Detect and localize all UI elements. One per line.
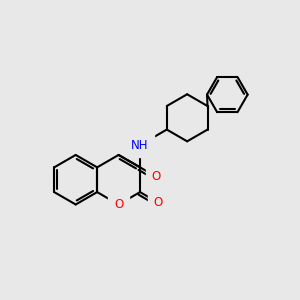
Text: NH: NH <box>131 139 149 152</box>
Text: O: O <box>114 198 123 211</box>
Text: O: O <box>154 196 163 209</box>
Text: O: O <box>152 170 161 183</box>
